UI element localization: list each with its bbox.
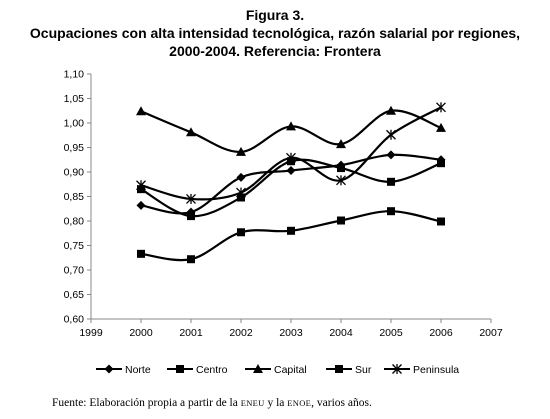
data-point-peninsula bbox=[236, 187, 246, 198]
chart-title: Ocupaciones con alta intensidad tecnológ… bbox=[29, 25, 521, 41]
data-point-capital bbox=[186, 127, 196, 137]
chart-axes: 0,60 0,65 0,70 0,75 0,80 0,85 0,90 0,95 1,00 1,05… bbox=[64, 69, 503, 339]
y-tick-label: 0,85 bbox=[64, 191, 85, 203]
data-point-sur bbox=[137, 249, 145, 258]
legend-item-centro: Centro bbox=[167, 364, 228, 376]
legend-item-norte: Norte bbox=[96, 364, 151, 376]
data-point-peninsula bbox=[336, 175, 346, 186]
x-tick-label: 2003 bbox=[279, 327, 303, 339]
legend-marker-capital bbox=[253, 364, 263, 373]
data-point-sur bbox=[287, 226, 295, 235]
source-prefix: Fuente: Elaboración propia a partir de l… bbox=[52, 397, 241, 409]
legend-marker-norte bbox=[104, 364, 114, 374]
y-tick-label: 0,95 bbox=[64, 142, 85, 154]
chart-legend: Norte Centro Capital Sur Peninsula bbox=[96, 364, 459, 376]
chart-series bbox=[136, 102, 446, 264]
legend-item-sur: Sur bbox=[326, 364, 372, 376]
data-point-norte bbox=[386, 150, 396, 160]
legend-item-capital: Capital bbox=[245, 364, 307, 376]
data-point-norte bbox=[236, 172, 246, 182]
legend-marker-centro bbox=[176, 365, 184, 373]
x-tick-label: 2004 bbox=[329, 327, 353, 339]
data-point-sur bbox=[437, 217, 445, 226]
y-tick-label: 0,90 bbox=[64, 167, 85, 179]
chart-subtitle: 2000-2004. Referencia: Frontera bbox=[169, 43, 381, 59]
source-suffix: , varios años. bbox=[311, 397, 372, 409]
source-middle: y la bbox=[264, 397, 288, 409]
data-point-capital bbox=[436, 122, 446, 132]
data-point-capital bbox=[336, 139, 346, 149]
data-point-centro bbox=[387, 177, 395, 186]
data-point-sur bbox=[387, 207, 395, 216]
y-tick-label: 1,00 bbox=[64, 118, 85, 130]
y-tick-label: 0,70 bbox=[64, 265, 85, 277]
data-point-centro bbox=[437, 159, 445, 168]
series-capital bbox=[136, 105, 446, 156]
legend-label-norte: Norte bbox=[125, 364, 151, 376]
data-point-norte bbox=[136, 200, 146, 210]
source-enoe: ENOE bbox=[287, 398, 312, 408]
x-tick-label: 2005 bbox=[379, 327, 403, 339]
legend-label-centro: Centro bbox=[196, 364, 228, 376]
data-point-peninsula bbox=[436, 102, 446, 113]
x-tick-label: 2001 bbox=[179, 327, 203, 339]
source-eneu: ENEU bbox=[240, 398, 265, 408]
series-sur bbox=[137, 207, 445, 264]
y-tick-label: 1,05 bbox=[64, 93, 85, 105]
legend-label-sur: Sur bbox=[355, 364, 372, 376]
data-point-centro bbox=[187, 212, 195, 221]
data-point-peninsula bbox=[386, 129, 396, 140]
data-point-capital bbox=[286, 121, 296, 131]
data-point-sur bbox=[337, 216, 345, 225]
data-point-centro bbox=[337, 164, 345, 173]
x-tick-label: 2006 bbox=[429, 327, 453, 339]
data-point-capital bbox=[136, 106, 146, 116]
legend-label-capital: Capital bbox=[274, 364, 307, 376]
data-point-peninsula bbox=[186, 193, 196, 204]
legend-item-peninsula: Peninsula bbox=[384, 364, 459, 376]
figure-label: Figura 3. bbox=[245, 7, 305, 23]
data-point-peninsula bbox=[286, 152, 296, 163]
legend-label-peninsula: Peninsula bbox=[413, 364, 459, 376]
data-point-norte bbox=[286, 166, 296, 176]
series-peninsula bbox=[136, 102, 446, 204]
data-point-peninsula bbox=[136, 180, 146, 191]
legend-marker-peninsula bbox=[392, 364, 402, 374]
data-point-sur bbox=[237, 228, 245, 237]
data-point-sur bbox=[187, 255, 195, 264]
y-tick-label: 0,80 bbox=[64, 216, 85, 228]
series-line-sur bbox=[140, 210, 442, 262]
y-tick-label: 1,10 bbox=[64, 69, 85, 81]
y-tick-label: 0,60 bbox=[64, 314, 85, 326]
x-tick-label: 2000 bbox=[129, 327, 153, 339]
y-tick-label: 0,75 bbox=[64, 240, 85, 252]
y-tick-label: 0,65 bbox=[64, 289, 85, 301]
data-point-capital bbox=[386, 105, 396, 115]
legend-marker-sur bbox=[335, 365, 343, 373]
x-tick-label: 1999 bbox=[79, 327, 103, 339]
source-note: Fuente: Elaboración propia a partir de l… bbox=[52, 397, 372, 409]
data-point-capital bbox=[236, 146, 246, 156]
x-tick-label: 2007 bbox=[479, 327, 503, 339]
x-tick-label: 2002 bbox=[229, 327, 253, 339]
